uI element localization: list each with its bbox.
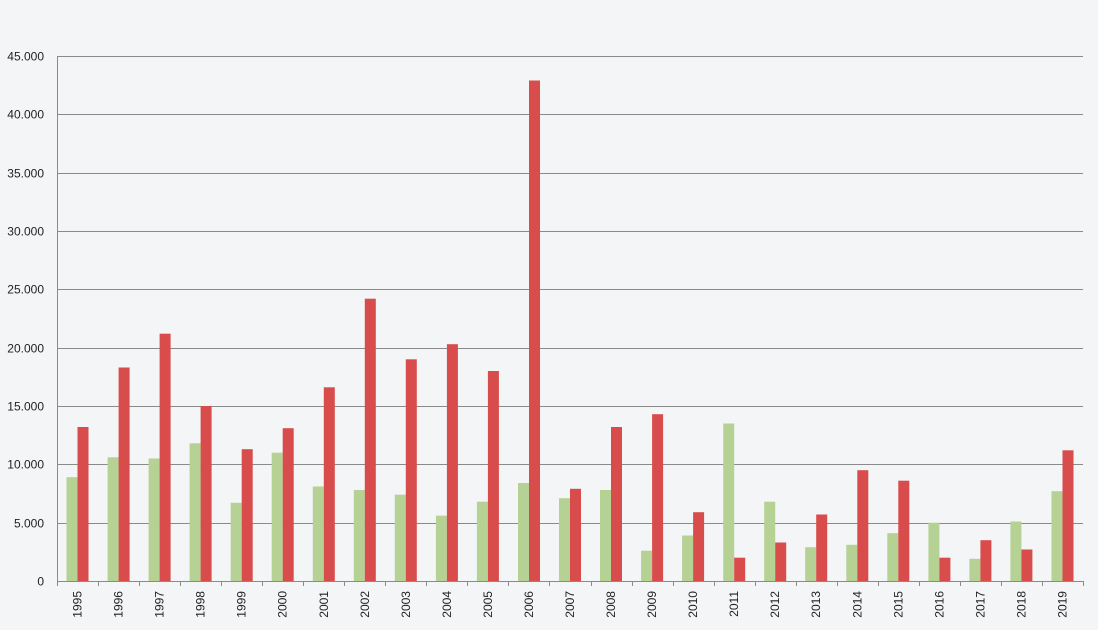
bar-series-2-2017 (980, 540, 992, 581)
x-tick-label: 2000 (276, 591, 290, 618)
x-tick-label: 1999 (235, 591, 249, 618)
bar-series-1-1997 (148, 458, 160, 581)
x-tick-label: 2017 (973, 591, 987, 618)
x-tick-label: 1997 (153, 591, 167, 618)
bar-series-2-1997 (159, 333, 171, 581)
bar-series-1-2008 (600, 490, 611, 581)
x-tick-label: 2012 (768, 591, 782, 618)
bar-series-1-1998 (189, 443, 201, 581)
bar-series-2-2015 (898, 480, 910, 581)
bar-series-2-1995 (77, 427, 89, 581)
bar-series-1-2011 (723, 423, 735, 581)
bar-series-2-2012 (775, 542, 787, 581)
bar-series-2-2019 (1062, 450, 1074, 581)
y-tick-label: 5.000 (14, 517, 44, 531)
bar-series-1-2012 (764, 501, 776, 581)
bar-series-1-2000 (271, 452, 283, 581)
bar-series-1-2006 (518, 483, 529, 581)
x-tick-label: 2014 (850, 591, 864, 618)
bar-series-1-1995 (66, 477, 78, 581)
bar-series-2-2013 (816, 514, 828, 581)
bar-series-1-1999 (230, 502, 242, 581)
x-axis-tick-labels: 1995 1996 1997 1998 1999 2000 2001 2002 2003 2004… (71, 591, 1070, 618)
gridlines (57, 56, 1083, 524)
x-tick-label: 2001 (317, 591, 331, 618)
bar-series-1-2004 (435, 515, 447, 581)
bars (66, 80, 1074, 581)
bar-series-2-2002 (364, 298, 376, 581)
y-tick-label: 0 (37, 575, 44, 589)
bar-series-1-1996 (107, 457, 119, 581)
bar-series-2-2018 (1021, 549, 1033, 581)
bar-series-1-2018 (1010, 521, 1022, 581)
x-tick-label: 2008 (604, 591, 618, 618)
bar-series-2-1998 (200, 406, 212, 581)
y-tick-label: 25.000 (7, 283, 44, 297)
bar-series-2-2016 (939, 557, 951, 581)
bar-series-2-2014 (857, 470, 869, 581)
axes (57, 56, 1084, 586)
x-tick-label: 2011 (727, 591, 741, 617)
y-tick-label: 20.000 (7, 342, 44, 356)
y-tick-label: 40.000 (7, 108, 44, 122)
y-tick-label: 30.000 (7, 225, 44, 239)
x-tick-label: 2003 (399, 591, 413, 618)
bar-series-1-2003 (394, 494, 406, 581)
bar-series-1-2014 (846, 544, 858, 581)
bar-series-1-2009 (641, 550, 653, 581)
y-axis-tick-labels: 0 5.000 10.000 15.000 20.000 25.000 30.000 35.0… (7, 50, 44, 589)
x-tick-label: 2013 (809, 591, 823, 618)
bar-series-2-2004 (446, 344, 458, 581)
x-tick-label: 1996 (112, 591, 126, 618)
x-tick-label: 1998 (194, 591, 208, 618)
x-tick-label: 2004 (440, 591, 454, 618)
bar-series-2-2006 (529, 80, 540, 581)
y-tick-label: 10.000 (7, 458, 44, 472)
x-tick-label: 2009 (645, 591, 659, 618)
bar-series-1-2016 (928, 522, 940, 581)
bar-series-2-2011 (734, 557, 746, 581)
x-tick-label: 1995 (71, 591, 85, 618)
bar-series-1-2019 (1051, 491, 1063, 581)
y-tick-label: 15.000 (7, 400, 44, 414)
bar-series-2-2009 (652, 414, 664, 581)
bar-series-1-2007 (559, 498, 570, 581)
x-tick-label: 2002 (358, 591, 372, 618)
bar-series-2-1996 (118, 367, 130, 581)
bar-series-2-2001 (323, 387, 335, 581)
bar-series-2-2007 (570, 488, 581, 581)
bar-series-2-2003 (405, 359, 417, 581)
x-tick-label: 2007 (563, 591, 577, 618)
bar-series-1-2010 (682, 535, 694, 581)
x-tick-label: 2019 (1055, 591, 1069, 618)
bar-series-1-2013 (805, 547, 817, 581)
x-tick-label: 2016 (932, 591, 946, 618)
bar-series-1-2015 (887, 533, 899, 581)
bar-series-1-2002 (353, 490, 365, 581)
bar-series-1-2017 (969, 558, 981, 581)
bar-series-1-2001 (312, 486, 324, 581)
bar-series-2-2000 (282, 428, 294, 581)
bar-series-2-1999 (241, 449, 253, 581)
bar-series-2-2010 (693, 512, 705, 581)
y-tick-label: 45.000 (7, 50, 44, 64)
x-tick-label: 2005 (481, 591, 495, 618)
x-tick-label: 2006 (522, 591, 536, 618)
bar-series-2-2008 (611, 427, 622, 581)
x-tick-label: 2015 (891, 591, 905, 618)
bar-series-1-2005 (476, 501, 488, 581)
y-tick-label: 35.000 (7, 167, 44, 181)
x-tick-label: 2010 (686, 591, 700, 618)
bar-series-2-2005 (487, 371, 499, 581)
x-tick-label: 2018 (1014, 591, 1028, 618)
